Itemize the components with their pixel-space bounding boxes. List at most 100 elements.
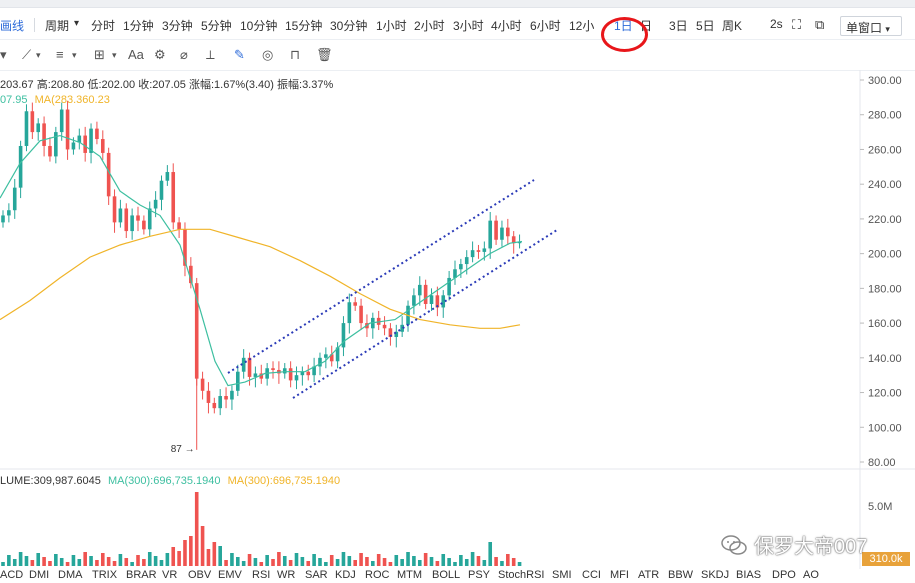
interval-5d[interactable]: 5日 <box>696 19 715 33</box>
volume-bar <box>394 555 399 566</box>
chevron-down-icon[interactable]: ▾ <box>72 50 77 60</box>
highlight-circle <box>601 17 648 52</box>
indicator-tab-roc[interactable]: ROC <box>365 569 390 581</box>
indicator-tab-dmi[interactable]: DMI <box>29 569 50 581</box>
volume-bar <box>271 559 275 566</box>
volume-bar <box>353 560 357 566</box>
interval-12h[interactable]: 12小 <box>569 19 595 33</box>
indicator-tab-vr[interactable]: VR <box>162 569 178 581</box>
indicator-tab-skdj[interactable]: SKDJ <box>701 569 730 581</box>
interval-6h[interactable]: 6小时 <box>530 19 561 33</box>
candle-body <box>400 324 404 332</box>
interval-3m[interactable]: 3分钟 <box>162 19 193 33</box>
indicator-tab-rsi[interactable]: RSI <box>252 569 271 581</box>
volume-bar <box>459 555 463 566</box>
popout-icon[interactable]: ⧉ <box>815 17 825 32</box>
candle-body <box>118 208 123 223</box>
collapse-icon[interactable]: ▾ <box>0 47 7 62</box>
indicator-tab-mtm[interactable]: MTM <box>397 569 423 581</box>
indicator-tab-dma[interactable]: DMA <box>58 569 83 581</box>
window-mode-select[interactable]: 单窗口 ▾ <box>840 16 902 36</box>
ohlc-legend: 203.67 高:208.80 低:202.00 收:207.05 涨幅:1.6… <box>0 79 334 91</box>
trash-icon[interactable]: 🗑 <box>316 47 333 62</box>
interval-3h[interactable]: 3小时 <box>453 19 484 33</box>
candle-body <box>7 210 11 216</box>
interval-30m[interactable]: 30分钟 <box>330 19 368 33</box>
interval-10m[interactable]: 10分钟 <box>240 19 278 33</box>
indicator-tab-smi[interactable]: SMI <box>552 569 572 581</box>
ray-tool-icon[interactable]: ≡ <box>56 47 64 62</box>
interval-15m[interactable]: 15分钟 <box>285 19 323 33</box>
volume-bar <box>200 526 205 566</box>
volume-bar <box>159 560 164 566</box>
eraser-icon[interactable]: ⌀ <box>180 47 188 62</box>
indicator-tab-atr[interactable]: ATR <box>638 569 660 581</box>
volume-bar <box>470 552 475 566</box>
chevron-down-icon[interactable]: ▾ <box>74 18 80 29</box>
indicator-tab-ao[interactable]: AO <box>803 569 819 581</box>
candle-body <box>288 368 293 381</box>
candle-body <box>194 283 199 379</box>
ruler-icon[interactable]: ⟂ <box>206 47 215 62</box>
candle-body <box>353 302 357 306</box>
trendline-tool-icon[interactable]: ⟋ <box>22 47 32 62</box>
lock-icon[interactable]: ⊓ <box>290 47 301 62</box>
chevron-down-icon[interactable]: ▾ <box>36 50 41 60</box>
draw-line-button[interactable]: 画线 <box>0 19 25 33</box>
interval-1h[interactable]: 1小时 <box>376 19 407 33</box>
indicator-tab-sar[interactable]: SAR <box>305 569 328 581</box>
volume-bar <box>417 560 422 566</box>
candle-body <box>42 123 46 146</box>
candle-body <box>365 323 369 329</box>
candle-body <box>306 371 311 376</box>
indicator-tab-mfi[interactable]: MFI <box>610 569 629 581</box>
interval-1m[interactable]: 1分钟 <box>123 19 154 33</box>
indicator-tab-emv[interactable]: EMV <box>218 569 242 581</box>
crosshair-tool-icon[interactable]: ⊞ <box>94 47 105 62</box>
pattern-tool-icon[interactable]: ⚙ <box>154 47 166 62</box>
candle-body <box>506 227 510 237</box>
indicator-tab-bias[interactable]: BIAS <box>736 569 762 581</box>
indicator-tab-boll[interactable]: BOLL <box>432 569 461 581</box>
volume-bar <box>100 553 105 566</box>
volume-bar <box>511 558 516 566</box>
indicator-tab-acd[interactable]: ACD <box>0 569 24 581</box>
indicator-tab-obv[interactable]: OBV <box>188 569 212 581</box>
interval-fenshi[interactable]: 分时 <box>91 19 116 33</box>
interval-week[interactable]: 周K <box>722 19 743 33</box>
interval-3d[interactable]: 3日 <box>669 19 688 33</box>
volume-bar <box>1 562 5 566</box>
min-price-marker: 87 → <box>171 444 195 455</box>
indicator-tab-cci[interactable]: CCI <box>582 569 601 581</box>
candle-body <box>347 302 352 324</box>
chevron-down-icon[interactable]: ▾ <box>112 50 117 60</box>
interval-4h[interactable]: 4小时 <box>491 19 522 33</box>
indicator-tab-trix[interactable]: TRIX <box>92 569 118 581</box>
indicator-tab-dpo[interactable]: DPO <box>772 569 796 581</box>
volume-bar <box>282 556 287 566</box>
ma-slow-value: MA(283.360.23 <box>34 94 110 106</box>
volume-value: LUME:309,987.6045 <box>0 475 101 487</box>
indicator-tab-stochrsi[interactable]: StochRSI <box>498 569 545 581</box>
fullscreen-icon[interactable]: ⛶ <box>792 17 802 32</box>
brush-tool-icon[interactable]: ✎ <box>234 47 245 62</box>
interval-5m[interactable]: 5分钟 <box>201 19 232 33</box>
volume-bar <box>306 561 311 566</box>
period-selector[interactable]: 周期 <box>45 19 70 33</box>
text-tool[interactable]: Aa <box>128 47 144 62</box>
volume-bar <box>130 562 134 566</box>
candle-body <box>464 257 469 265</box>
candle-body <box>142 220 146 230</box>
interval-2h[interactable]: 2小时 <box>414 19 445 33</box>
visibility-icon[interactable]: ◎ <box>262 47 274 62</box>
indicator-tab-brar[interactable]: BRAR <box>126 569 157 581</box>
volume-bar <box>488 542 493 566</box>
volume-bar <box>71 555 76 566</box>
refresh-speed[interactable]: 2s <box>770 17 783 31</box>
indicator-tab-psy[interactable]: PSY <box>468 569 491 581</box>
volume-bar <box>48 561 52 566</box>
indicator-tab-kdj[interactable]: KDJ <box>335 569 356 581</box>
indicator-tab-wr[interactable]: WR <box>277 569 296 581</box>
indicator-tab-bbw[interactable]: BBW <box>668 569 694 581</box>
candle-body <box>171 172 176 223</box>
